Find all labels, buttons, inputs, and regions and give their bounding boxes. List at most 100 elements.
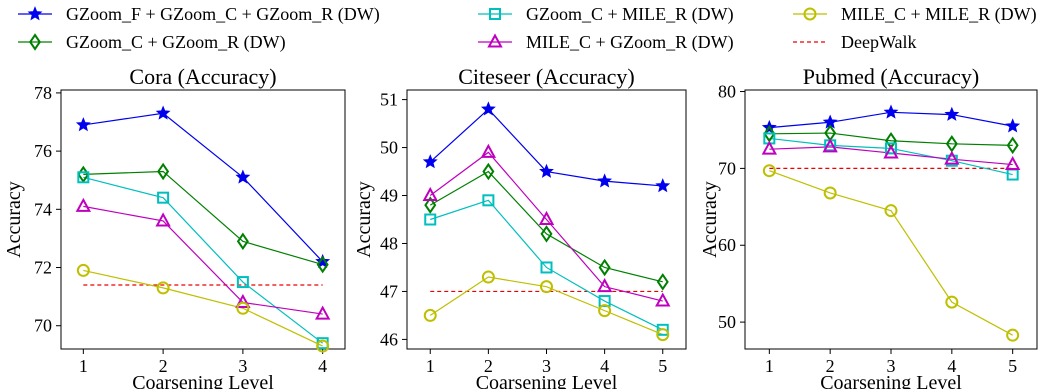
data-point [944,150,960,165]
x-tick-label: 4 [600,356,609,376]
data-point [883,104,899,119]
y-axis-label: Accuracy [699,181,721,258]
legend-marker-circle [803,7,817,21]
data-point [76,263,90,277]
data-point [316,255,329,274]
y-tick-label: 78 [34,83,52,103]
data-point [540,261,553,274]
chart-panel: Cora (Accuracy) 1 2 3 4 Coarsening Level 70 72 7… [3,64,346,389]
data-point [314,305,331,320]
x-tick-label: 5 [1008,356,1017,376]
data-point [236,276,249,289]
y-tick-label: 76 [34,141,52,161]
x-tick-label: 2 [159,356,168,376]
data-point [761,140,778,155]
legend-marker-star [27,6,43,21]
y-tick-label: 70 [718,158,736,178]
data-point [235,169,251,184]
data-point [424,196,437,214]
y-tick-label: 49 [380,186,398,206]
data-point [481,270,495,284]
data-point [1006,136,1019,155]
data-point [423,308,437,322]
data-point [424,213,437,226]
x-tick-label: 3 [542,356,551,376]
data-point [157,162,170,181]
series-line [83,112,324,263]
data-point [656,323,669,336]
data-point [77,171,90,184]
y-tick-label: 50 [380,138,398,158]
y-tick-label: 46 [380,329,398,349]
chart-title: Pubmed (Accuracy) [803,64,980,89]
x-tick-label: 1 [79,356,88,376]
series-line [83,170,323,266]
x-tick-label: 2 [826,356,835,376]
data-point [944,106,960,121]
data-point [596,278,613,293]
data-point [157,191,170,204]
legend-item: GZoom_C + GZoom_R (DW) [18,32,286,53]
series-line [769,170,1013,336]
x-axis-label: Coarsening Level [820,372,962,389]
y-tick-label: 72 [34,258,52,278]
x-tick-label: 3 [238,356,247,376]
chart-panel: Pubmed (Accuracy) 1 2 3 4 5 Coarsening Level 50… [699,64,1038,389]
data-point [1005,118,1021,133]
legend-item: MILE_C + GZoom_R (DW) [478,32,734,53]
y-tick-label: 70 [34,316,52,336]
data-point [885,142,897,155]
chart-title: Citeseer (Accuracy) [458,64,635,89]
data-point [538,210,555,225]
legend-item: GZoom_C + MILE_R (DW) [478,4,734,25]
data-point [598,304,612,318]
series-line [429,276,663,336]
data-point [598,258,611,277]
x-tick-label: 1 [426,356,435,376]
y-tick-label: 60 [718,235,736,255]
data-point [1004,155,1021,171]
data-point [315,253,331,269]
series-line [429,151,663,302]
x-tick-label: 1 [765,356,774,376]
data-point [656,273,669,291]
data-point [539,163,554,178]
data-point [884,204,898,218]
chart-title: Cora (Accuracy) [129,64,276,89]
legend-marker-triangle [487,33,503,48]
series-line [769,146,1013,166]
series-line [429,170,663,283]
data-point [762,164,776,178]
data-point [75,117,91,132]
data-point [235,293,251,308]
data-point [480,101,496,116]
data-point [540,225,553,243]
data-point [822,138,838,153]
series-line [83,205,323,315]
x-tick-label: 4 [318,356,327,376]
data-point [656,328,670,342]
series-line [769,132,1013,146]
data-point [156,281,170,295]
y-tick-label: 48 [380,233,398,253]
legend-marker-diamond [28,33,42,51]
data-point [75,197,92,212]
data-point [236,232,249,251]
legend-item: GZoom_F + GZoom_C + GZoom_R (DW) [18,4,380,25]
legend-label: GZoom_F + GZoom_C + GZoom_R (DW) [66,4,380,25]
data-point [883,144,899,159]
legend-item: DeepWalk [793,32,917,52]
plot-frame [60,89,346,350]
x-tick-label: 2 [484,356,493,376]
legend-label: MILE_C + GZoom_R (DW) [526,32,734,53]
legend-marker-square [489,8,501,20]
data-point [480,143,497,158]
legend: GZoom_F + GZoom_C + GZoom_R (DW) GZoom_C … [18,4,1037,53]
y-tick-label: 74 [34,199,52,219]
legend-item: MILE_C + MILE_R (DW) [793,4,1037,25]
data-point [482,162,495,181]
y-tick-label: 47 [380,281,398,301]
data-point [236,301,250,315]
y-tick-label: 51 [380,90,398,110]
data-point [155,105,171,120]
